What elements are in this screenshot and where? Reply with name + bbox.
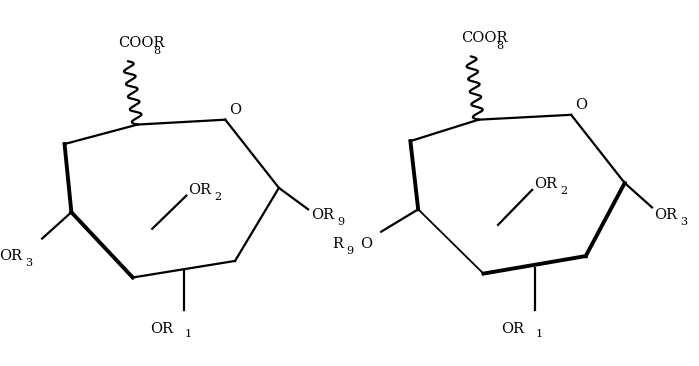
Text: OR: OR <box>188 183 211 197</box>
Text: 1: 1 <box>535 329 542 339</box>
Text: 3: 3 <box>680 217 687 227</box>
Text: R: R <box>333 238 343 251</box>
Text: COOR: COOR <box>118 36 164 49</box>
Text: OR: OR <box>0 249 22 263</box>
Text: COOR: COOR <box>461 31 507 45</box>
Text: 1: 1 <box>185 329 192 339</box>
Text: 9: 9 <box>346 246 353 256</box>
Text: OR: OR <box>534 177 557 191</box>
Text: O: O <box>575 98 587 112</box>
Text: O: O <box>229 103 241 117</box>
Text: OR: OR <box>501 322 524 336</box>
Text: OR: OR <box>311 208 334 222</box>
Text: 2: 2 <box>215 192 222 202</box>
Text: OR: OR <box>150 322 173 336</box>
Text: 8: 8 <box>154 46 161 56</box>
Text: 2: 2 <box>561 186 568 196</box>
Text: 8: 8 <box>496 41 504 52</box>
Text: OR: OR <box>654 208 677 222</box>
Text: O: O <box>360 238 372 251</box>
Text: 9: 9 <box>338 217 345 227</box>
Text: 3: 3 <box>26 258 33 268</box>
